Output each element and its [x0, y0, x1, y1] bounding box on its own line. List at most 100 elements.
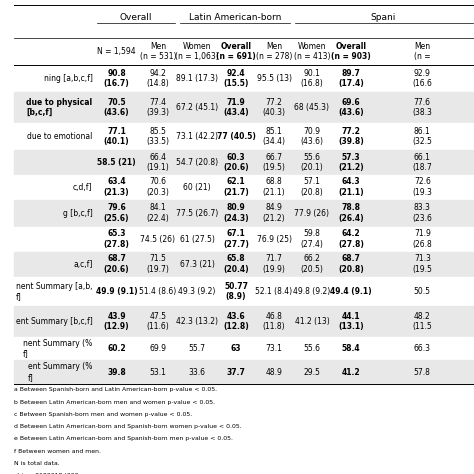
Text: 77.2
(40.3): 77.2 (40.3)	[263, 98, 285, 117]
Text: Men
(n = 531): Men (n = 531)	[140, 42, 176, 61]
Text: 70.9
(43.6): 70.9 (43.6)	[301, 127, 323, 146]
Text: c,d,f]: c,d,f]	[73, 182, 92, 191]
Text: Women
(n = 413): Women (n = 413)	[294, 42, 330, 61]
Text: c Between Spanish-born men and women p-value < 0.05.: c Between Spanish-born men and women p-v…	[14, 412, 192, 417]
Text: 85.1
(34.4): 85.1 (34.4)	[263, 127, 285, 146]
Text: 39.8: 39.8	[107, 367, 126, 376]
Text: 85.5
(33.5): 85.5 (33.5)	[146, 127, 170, 146]
Text: 74.5 (26): 74.5 (26)	[140, 235, 175, 244]
Bar	[14, 92, 474, 123]
Text: 69.6
(43.6): 69.6 (43.6)	[338, 98, 364, 117]
Bar	[14, 276, 474, 306]
Text: 71.3
(19.5: 71.3 (19.5	[412, 255, 432, 274]
Text: 77.2
(39.8): 77.2 (39.8)	[338, 127, 364, 146]
Text: 92.9
(16.6: 92.9 (16.6	[412, 69, 432, 88]
Text: 66.3: 66.3	[414, 344, 431, 353]
Text: 67.1
(27.7): 67.1 (27.7)	[223, 229, 249, 249]
Text: 68.8
(21.1): 68.8 (21.1)	[263, 177, 285, 197]
Bar	[14, 252, 474, 276]
Text: 60.2: 60.2	[107, 344, 126, 353]
Text: 63.4
(21.3): 63.4 (21.3)	[104, 177, 129, 197]
Text: 29.5: 29.5	[303, 367, 320, 376]
Text: 42.3 (13.2): 42.3 (13.2)	[176, 317, 218, 326]
Text: a Between Spanish-born and Latin American-born p-value < 0.05.: a Between Spanish-born and Latin America…	[14, 387, 218, 392]
Text: 76.9 (25): 76.9 (25)	[256, 235, 292, 244]
Text: f Between women and men.: f Between women and men.	[14, 448, 101, 454]
Text: 49.8 (9.2): 49.8 (9.2)	[293, 287, 330, 296]
Text: 43.6
(12.8): 43.6 (12.8)	[223, 311, 249, 331]
Text: 65.8
(20.4): 65.8 (20.4)	[223, 255, 249, 274]
Text: 67.3 (21): 67.3 (21)	[180, 260, 214, 269]
Text: 78.8
(26.4): 78.8 (26.4)	[338, 203, 364, 223]
Text: 77.5 (26.7): 77.5 (26.7)	[176, 209, 218, 218]
Text: 84.9
(21.2): 84.9 (21.2)	[263, 203, 285, 223]
Text: e Between Latin American-born and Spanish-born men p-value < 0.05.: e Between Latin American-born and Spanis…	[14, 436, 233, 441]
Text: 68.7
(20.6): 68.7 (20.6)	[104, 255, 129, 274]
Bar	[14, 65, 474, 92]
Text: 55.6: 55.6	[303, 344, 320, 353]
Text: Latin American-born: Latin American-born	[189, 13, 281, 22]
Text: Men
(n =: Men (n =	[414, 42, 430, 61]
Text: a,c,f]: a,c,f]	[73, 260, 92, 269]
Text: ning [a,b,c,f]: ning [a,b,c,f]	[44, 74, 92, 83]
Bar	[14, 337, 474, 360]
Text: 58.5 (21): 58.5 (21)	[97, 158, 136, 167]
Bar	[14, 123, 474, 150]
Text: 77.1
(40.1): 77.1 (40.1)	[104, 127, 129, 146]
Text: 55.6
(20.1): 55.6 (20.1)	[301, 153, 323, 172]
Text: 90.1
(16.8): 90.1 (16.8)	[301, 69, 323, 88]
Bar	[14, 175, 474, 200]
Text: 37.7: 37.7	[227, 367, 246, 376]
Text: 68.7
(20.8): 68.7 (20.8)	[338, 255, 364, 274]
Text: 64.2
(27.8): 64.2 (27.8)	[338, 229, 364, 249]
Text: 73.1: 73.1	[265, 344, 283, 353]
Text: nent Summary [a,b,
f]: nent Summary [a,b, f]	[16, 282, 92, 301]
Text: 63: 63	[231, 344, 241, 353]
Text: N = 1,594: N = 1,594	[97, 47, 136, 56]
Text: 58.4: 58.4	[342, 344, 360, 353]
Text: 60.3
(20.6): 60.3 (20.6)	[223, 153, 249, 172]
Text: 84.1
(22.4): 84.1 (22.4)	[146, 203, 169, 223]
Bar	[14, 150, 474, 175]
Text: d Between Latin American-born and Spanish-born women p-value < 0.05.: d Between Latin American-born and Spanis…	[14, 424, 242, 429]
Text: 48.2
(11.5: 48.2 (11.5	[412, 311, 432, 331]
Text: 71.5
(19.7): 71.5 (19.7)	[146, 255, 169, 274]
Text: 60 (21): 60 (21)	[183, 182, 211, 191]
Text: 61 (27.5): 61 (27.5)	[180, 235, 214, 244]
Text: 94.2
(14.8): 94.2 (14.8)	[146, 69, 169, 88]
Text: 64.3
(21.1): 64.3 (21.1)	[338, 177, 364, 197]
Bar	[14, 227, 474, 252]
Bar	[14, 306, 474, 337]
Text: 77 (40.5): 77 (40.5)	[217, 132, 255, 141]
Bar	[14, 5, 474, 38]
Text: due to emotional: due to emotional	[27, 132, 92, 141]
Text: Spani: Spani	[371, 13, 396, 22]
Text: 59.8
(27.4): 59.8 (27.4)	[301, 229, 323, 249]
Text: 49.4 (9.1): 49.4 (9.1)	[330, 287, 372, 296]
Text: b Between Latin American-born men and women p-value < 0.05.: b Between Latin American-born men and wo…	[14, 400, 215, 405]
Text: 46.8
(11.8): 46.8 (11.8)	[263, 311, 285, 331]
Text: 67.2 (45.1): 67.2 (45.1)	[176, 103, 218, 112]
Text: 54.7 (20.8): 54.7 (20.8)	[176, 158, 218, 167]
Text: 77.4
(39.3): 77.4 (39.3)	[146, 98, 170, 117]
Text: 71.9
(43.4): 71.9 (43.4)	[223, 98, 249, 117]
Text: 57.8: 57.8	[414, 367, 431, 376]
Text: Men
(n = 278): Men (n = 278)	[256, 42, 292, 61]
Text: g [b,c,f]: g [b,c,f]	[63, 209, 92, 218]
Text: Overall
(n = 903): Overall (n = 903)	[331, 42, 371, 61]
Text: 62.1
(21.7): 62.1 (21.7)	[223, 177, 249, 197]
Text: 89.7
(17.4): 89.7 (17.4)	[338, 69, 364, 88]
Text: 71.9
(26.8: 71.9 (26.8	[412, 229, 432, 249]
Text: 50.5: 50.5	[414, 287, 431, 296]
Text: 57.1
(20.8): 57.1 (20.8)	[301, 177, 323, 197]
Text: ent Summary [b,c,f]: ent Summary [b,c,f]	[16, 317, 92, 326]
Text: 68 (45.3): 68 (45.3)	[294, 103, 329, 112]
Text: 57.3
(21.2): 57.3 (21.2)	[338, 153, 364, 172]
Bar	[14, 360, 474, 384]
Text: 77.6
(38.3: 77.6 (38.3	[412, 98, 432, 117]
Text: 71.7
(19.9): 71.7 (19.9)	[263, 255, 285, 274]
Text: 92.4
(15.5): 92.4 (15.5)	[223, 69, 249, 88]
Text: 70.6
(20.3): 70.6 (20.3)	[146, 177, 169, 197]
Text: Women
(n = 1,063): Women (n = 1,063)	[175, 42, 219, 61]
Text: 66.1
(18.7: 66.1 (18.7	[412, 153, 432, 172]
